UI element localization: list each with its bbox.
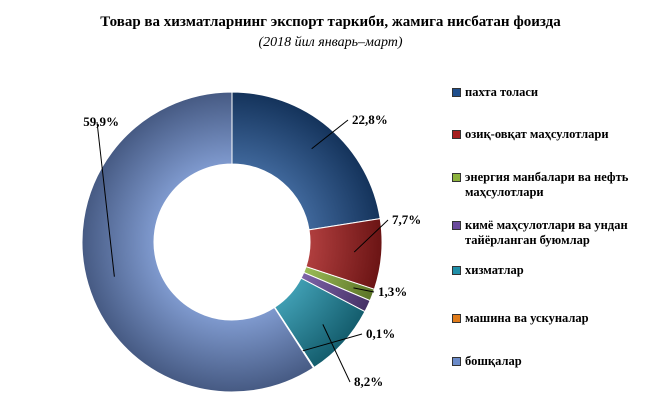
legend-swatch-3 <box>452 173 461 182</box>
legend-swatch-7 <box>452 357 461 366</box>
donut-slice-1 <box>231 91 381 231</box>
leader-line-1 <box>311 119 349 150</box>
leader-line-3 <box>353 287 375 293</box>
chart-title: Товар ва хизматларнинг экспорт таркиби, … <box>100 14 561 30</box>
legend-label-2: озиқ-овқат маҳсулотлари <box>465 127 609 141</box>
legend-swatch-4 <box>452 221 461 230</box>
legend-swatch-5 <box>452 266 461 275</box>
chart-legend: пахта толаси озиқ-овқат маҳсулотлари энерг… <box>452 0 657 416</box>
legend-label-7: бошқалар <box>465 354 522 368</box>
leader-line-5 <box>322 324 351 383</box>
legend-label-4: кимё маҳсулотлари ва ундан тайёрланган б… <box>465 218 628 247</box>
legend-label-6: машина ва ускуналар <box>465 311 589 325</box>
legend-label-1: пахта толаси <box>465 85 539 99</box>
data-label-6: 0,1% <box>366 326 395 341</box>
data-label-7: 59,9% <box>83 114 119 129</box>
legend-swatch-2 <box>452 130 461 139</box>
leader-line-2 <box>353 219 389 253</box>
data-label-2: 7,7% <box>392 212 421 227</box>
legend-swatch-1 <box>452 88 461 97</box>
leader-line-7 <box>96 121 115 277</box>
legend-label-5: хизматлар <box>465 263 524 277</box>
chart-subtitle: (2018 йил январь–март) <box>258 35 403 50</box>
legend-swatch-6 <box>452 314 461 323</box>
data-label-3: 1,3% <box>378 284 407 299</box>
leader-line-6 <box>302 333 363 352</box>
donut-slice-7 <box>81 91 315 393</box>
data-label-1: 22,8% <box>352 112 388 127</box>
legend-label-3: энергия манбалари ва нефть маҳсулотлари <box>465 170 629 199</box>
data-label-5: 8,2% <box>354 374 383 389</box>
